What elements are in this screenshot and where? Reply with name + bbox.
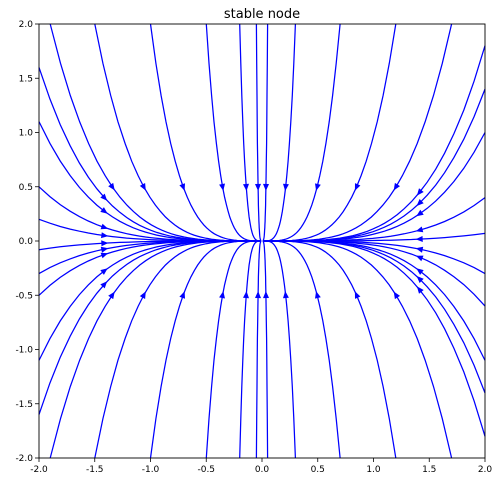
arrowhead xyxy=(354,183,361,191)
arrowhead xyxy=(315,291,321,299)
streamline xyxy=(263,240,486,394)
streamline xyxy=(38,240,261,275)
x-tick-label: -1.0 xyxy=(142,465,160,475)
arrowhead xyxy=(101,232,109,239)
arrowhead xyxy=(416,276,424,283)
arrowhead xyxy=(415,246,424,253)
y-axis: 2.0 1.5 1.0 0.5 0.0 -0.5 -1.0 -1.5 -2.0 xyxy=(15,20,39,464)
y-tick-label: 0.5 xyxy=(19,183,33,193)
x-tick-label: -1.5 xyxy=(86,465,104,475)
arrowhead xyxy=(219,183,225,191)
arrowhead xyxy=(108,291,115,300)
arrowhead xyxy=(243,291,249,299)
arrowhead xyxy=(100,268,108,275)
arrowhead xyxy=(255,291,261,299)
arrowhead xyxy=(179,291,185,299)
plot-title: stable node xyxy=(224,7,300,22)
x-axis: -2.0 -1.5 -1.0 -0.5 0.0 0.5 1.0 1.5 2.0 xyxy=(30,458,492,475)
arrowhead xyxy=(416,268,424,275)
x-tick-label: -2.0 xyxy=(30,465,48,475)
arrowhead xyxy=(179,183,185,191)
arrowhead xyxy=(283,291,289,299)
x-tick-label: 0.0 xyxy=(255,465,270,475)
y-tick-label: 0.0 xyxy=(19,237,34,247)
arrowhead xyxy=(315,183,321,191)
arrowhead xyxy=(283,183,289,191)
arrowhead xyxy=(416,199,424,206)
x-tick-label: 1.0 xyxy=(366,465,381,475)
arrowhead xyxy=(139,183,146,191)
arrowhead xyxy=(243,183,249,191)
arrowhead xyxy=(416,188,424,196)
arrowhead xyxy=(263,183,269,191)
arrowhead xyxy=(415,236,423,242)
streamlines xyxy=(38,23,486,459)
y-tick-label: -1.5 xyxy=(15,400,33,410)
arrowhead xyxy=(100,281,108,289)
arrowhead xyxy=(415,226,424,233)
streamline xyxy=(262,23,269,242)
arrowhead xyxy=(393,182,400,191)
y-tick-label: 1.0 xyxy=(19,129,34,139)
x-tick-label: 2.0 xyxy=(478,465,493,475)
arrowhead xyxy=(100,223,109,230)
arrowhead xyxy=(416,286,424,294)
y-tick-label: -1.0 xyxy=(15,346,33,356)
arrowhead xyxy=(100,252,109,259)
streamline xyxy=(255,23,262,242)
arrowhead xyxy=(415,255,424,262)
y-tick-label: -2.0 xyxy=(15,454,33,464)
arrowhead xyxy=(219,291,225,299)
y-tick-label: 1.5 xyxy=(19,74,33,84)
arrowhead xyxy=(100,207,108,214)
x-tick-label: 0.5 xyxy=(311,465,325,475)
arrowhead xyxy=(139,291,146,299)
streamline xyxy=(255,240,262,459)
arrowhead xyxy=(100,246,109,253)
arrowhead xyxy=(393,291,400,300)
arrowhead xyxy=(101,240,109,247)
arrowhead xyxy=(100,193,108,201)
arrowhead xyxy=(108,182,115,191)
streamline xyxy=(262,240,269,459)
arrowhead xyxy=(255,183,261,191)
arrowhead xyxy=(263,291,269,299)
x-tick-label: -0.5 xyxy=(197,465,215,475)
arrowhead xyxy=(354,291,361,299)
x-tick-label: 1.5 xyxy=(422,465,436,475)
arrowhead xyxy=(416,209,424,217)
arrowheads xyxy=(100,182,424,300)
y-tick-label: 2.0 xyxy=(19,20,34,30)
y-tick-label: -0.5 xyxy=(15,291,33,301)
